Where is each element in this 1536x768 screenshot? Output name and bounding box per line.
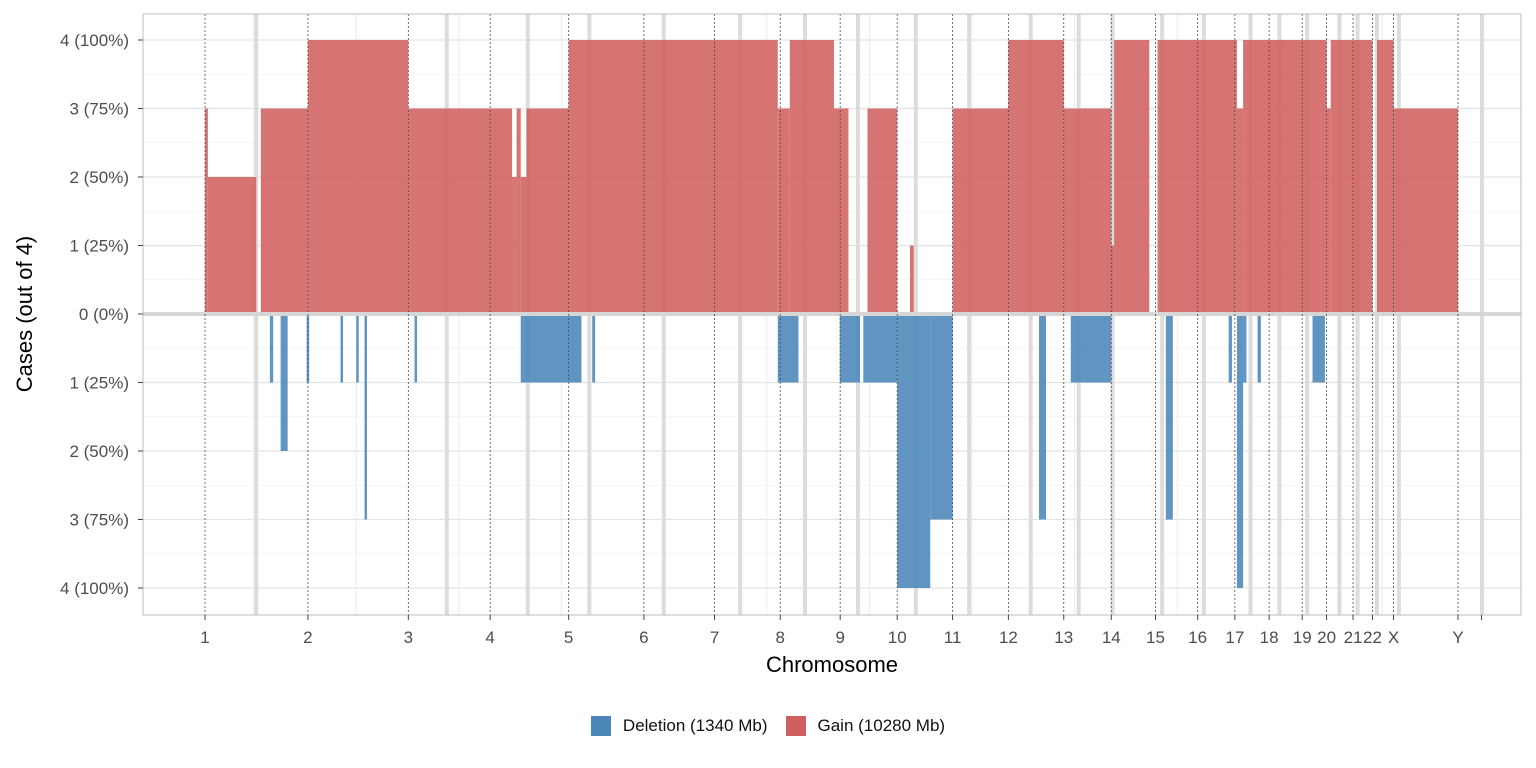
gain-bar bbox=[408, 108, 513, 314]
x-tick-label: 18 bbox=[1260, 628, 1279, 647]
y-tick-label: 3 (75%) bbox=[69, 511, 129, 530]
x-tick-label: 11 bbox=[944, 628, 962, 647]
gain-bar bbox=[207, 177, 257, 314]
deletion-bar bbox=[897, 314, 931, 588]
legend-item-gain: Gain (10280 Mb) bbox=[785, 716, 946, 736]
x-tick-label: 7 bbox=[710, 628, 719, 647]
gain-bar bbox=[205, 108, 208, 314]
x-tick-label: 22 bbox=[1363, 628, 1382, 647]
deletion-bar bbox=[930, 314, 953, 520]
legend-key-gain bbox=[785, 716, 806, 736]
deletion-bar bbox=[1243, 314, 1247, 383]
x-tick-label: Y bbox=[1452, 628, 1463, 647]
y-tick-label: 1 (25%) bbox=[69, 374, 129, 393]
gain-bar bbox=[833, 108, 849, 314]
gain-bar bbox=[1008, 40, 1064, 314]
y-tick-label: 4 (100%) bbox=[60, 31, 129, 50]
x-tick-label: X bbox=[1388, 628, 1399, 647]
x-tick-label: 16 bbox=[1188, 628, 1207, 647]
gain-bar bbox=[568, 40, 778, 314]
gain-bar bbox=[1111, 245, 1115, 314]
deletion-bar bbox=[1236, 314, 1244, 588]
x-tick-label: 13 bbox=[1054, 628, 1073, 647]
legend-label-gain: Gain (10280 Mb) bbox=[817, 716, 946, 735]
x-tick-label: 8 bbox=[776, 628, 785, 647]
deletion-bar bbox=[520, 314, 582, 383]
gain-bar bbox=[512, 177, 517, 314]
legend: Deletion (1340 Mb) Gain (10280 Mb) bbox=[0, 716, 1536, 736]
deletion-bar bbox=[777, 314, 799, 383]
x-tick-label: 1 bbox=[200, 628, 209, 647]
gain-bar bbox=[516, 108, 521, 314]
gain-bar bbox=[952, 108, 1009, 314]
gain-bar bbox=[1393, 108, 1458, 314]
deletion-bar bbox=[364, 314, 367, 520]
deletion-bar bbox=[306, 314, 310, 383]
x-tick-label: 10 bbox=[888, 628, 907, 647]
gain-bar bbox=[1114, 40, 1150, 314]
overlay-layer bbox=[143, 14, 1521, 615]
gain-bar bbox=[1243, 40, 1327, 314]
x-tick-label: 15 bbox=[1146, 628, 1165, 647]
gain-bar bbox=[1326, 108, 1331, 314]
deletion-bar bbox=[1257, 314, 1261, 383]
y-tick-label: 0 (0%) bbox=[79, 305, 129, 324]
y-tick-label: 4 (100%) bbox=[60, 579, 129, 598]
deletion-bar bbox=[280, 314, 288, 451]
gain-bar bbox=[1377, 40, 1394, 314]
gain-bar bbox=[526, 108, 569, 314]
deletion-bar bbox=[1165, 314, 1173, 520]
x-tick-label: 6 bbox=[639, 628, 648, 647]
deletion-bar bbox=[592, 314, 596, 383]
gain-bar bbox=[1063, 108, 1112, 314]
y-tick-label: 2 (50%) bbox=[69, 168, 129, 187]
deletion-bar bbox=[356, 314, 359, 383]
x-tick-label: 9 bbox=[835, 628, 844, 647]
deletion-bar bbox=[1312, 314, 1325, 383]
x-tick-label: 5 bbox=[564, 628, 573, 647]
y-axis-title: Cases (out of 4) bbox=[12, 236, 37, 393]
gain-bar bbox=[260, 108, 308, 314]
deletion-bar bbox=[269, 314, 274, 383]
legend-key-deletion bbox=[590, 716, 611, 736]
x-tick-label: 20 bbox=[1317, 628, 1336, 647]
gain-bar bbox=[1157, 40, 1237, 314]
gain-bar bbox=[789, 40, 834, 314]
deletion-bar bbox=[863, 314, 898, 383]
deletion-bar bbox=[1070, 314, 1112, 383]
x-tick-label: 3 bbox=[404, 628, 413, 647]
gain-bar bbox=[777, 108, 790, 314]
x-axis-title: Chromosome bbox=[766, 652, 898, 677]
legend-item-deletion: Deletion (1340 Mb) bbox=[590, 716, 768, 736]
gain-bar bbox=[1330, 40, 1373, 314]
x-tick-label: 19 bbox=[1293, 628, 1312, 647]
axes-layer: 1 2 3 4 5 6 7 8 9 10 11 12 13 14 15 16 17 18 19 20 21 22 X Y4 (… bbox=[60, 13, 1522, 647]
x-tick-label: 14 bbox=[1102, 628, 1121, 647]
deletion-bar bbox=[839, 314, 861, 383]
y-tick-label: 2 (50%) bbox=[69, 442, 129, 461]
bars-layer bbox=[205, 40, 1458, 588]
deletion-bar bbox=[414, 314, 418, 383]
deletion-bar bbox=[1038, 314, 1046, 520]
deletion-bar bbox=[1228, 314, 1232, 383]
y-tick-label: 1 (25%) bbox=[69, 237, 129, 256]
x-tick-label: 4 bbox=[485, 628, 494, 647]
legend-label-deletion: Deletion (1340 Mb) bbox=[622, 716, 768, 735]
deletion-bar bbox=[340, 314, 344, 383]
y-tick-label: 3 (75%) bbox=[69, 100, 129, 119]
gain-bar bbox=[520, 177, 527, 314]
x-tick-label: 12 bbox=[999, 628, 1018, 647]
gain-bar bbox=[1236, 108, 1244, 314]
gain-bar bbox=[307, 40, 409, 314]
x-tick-label: 21 bbox=[1344, 628, 1363, 647]
x-tick-label: 2 bbox=[303, 628, 312, 647]
x-tick-label: 17 bbox=[1225, 628, 1244, 647]
gain-bar bbox=[910, 245, 914, 314]
gain-bar bbox=[867, 108, 898, 314]
